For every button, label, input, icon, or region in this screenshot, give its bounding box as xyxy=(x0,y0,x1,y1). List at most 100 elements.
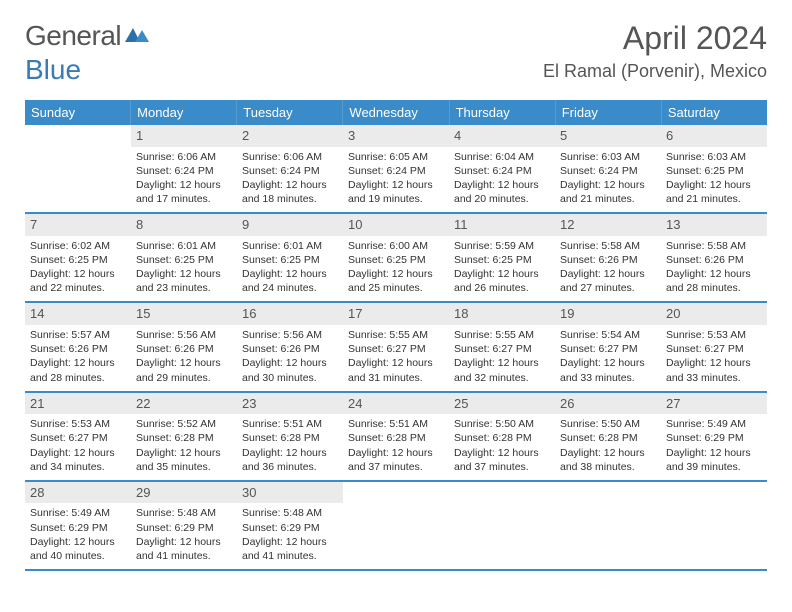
day-cell: 30Sunrise: 5:48 AMSunset: 6:29 PMDayligh… xyxy=(237,482,343,569)
sunset-text: Sunset: 6:25 PM xyxy=(348,253,444,267)
sunset-text: Sunset: 6:25 PM xyxy=(666,164,762,178)
day-cell: 6 Sunrise: 6:03 AMSunset: 6:25 PMDaylight… xyxy=(661,125,767,212)
daylight-text: Daylight: 12 hours and 24 minutes. xyxy=(242,267,338,295)
sunrise-text: Sunrise: 5:51 AM xyxy=(242,417,338,431)
sunrise-text: Sunrise: 5:53 AM xyxy=(30,417,126,431)
sunset-text: Sunset: 6:24 PM xyxy=(348,164,444,178)
sunset-text: Sunset: 6:25 PM xyxy=(454,253,550,267)
sunrise-text: Sunrise: 6:01 AM xyxy=(242,239,338,253)
day-number: 15 xyxy=(131,303,237,325)
sunset-text: Sunset: 6:28 PM xyxy=(454,431,550,445)
day-cell: 27Sunrise: 5:49 AMSunset: 6:29 PMDayligh… xyxy=(661,393,767,480)
daylight-text: Daylight: 12 hours and 37 minutes. xyxy=(348,446,444,474)
sunset-text: Sunset: 6:29 PM xyxy=(242,521,338,535)
daylight-text: Daylight: 12 hours and 33 minutes. xyxy=(666,356,762,384)
daylight-text: Daylight: 12 hours and 27 minutes. xyxy=(560,267,656,295)
day-content: Sunrise: 5:53 AMSunset: 6:27 PMDaylight:… xyxy=(666,328,762,385)
week-row: 7Sunrise: 6:02 AMSunset: 6:25 PMDaylight… xyxy=(25,214,767,303)
dow-wednesday: Wednesday xyxy=(343,100,449,125)
sunrise-text: Sunrise: 5:58 AM xyxy=(560,239,656,253)
day-cell: 20Sunrise: 5:53 AMSunset: 6:27 PMDayligh… xyxy=(661,303,767,390)
week-row: 1Sunrise: 6:06 AMSunset: 6:24 PMDaylight… xyxy=(25,125,767,214)
day-cell xyxy=(343,482,449,569)
day-number: 24 xyxy=(343,393,449,415)
sunrise-text: Sunrise: 6:05 AM xyxy=(348,150,444,164)
daylight-text: Daylight: 12 hours and 23 minutes. xyxy=(136,267,232,295)
day-cell: 9Sunrise: 6:01 AMSunset: 6:25 PMDaylight… xyxy=(237,214,343,301)
daylight-text: Daylight: 12 hours and 38 minutes. xyxy=(560,446,656,474)
day-content: Sunrise: 5:50 AMSunset: 6:28 PMDaylight:… xyxy=(560,417,656,474)
week-row: 21Sunrise: 5:53 AMSunset: 6:27 PMDayligh… xyxy=(25,393,767,482)
daylight-text: Daylight: 12 hours and 40 minutes. xyxy=(30,535,126,563)
day-cell: 19Sunrise: 5:54 AMSunset: 6:27 PMDayligh… xyxy=(555,303,661,390)
day-number: 25 xyxy=(449,393,555,415)
day-content: Sunrise: 6:01 AMSunset: 6:25 PMDaylight:… xyxy=(242,239,338,296)
sunrise-text: Sunrise: 5:56 AM xyxy=(242,328,338,342)
day-cell: 28Sunrise: 5:49 AMSunset: 6:29 PMDayligh… xyxy=(25,482,131,569)
daylight-text: Daylight: 12 hours and 33 minutes. xyxy=(560,356,656,384)
day-number: 17 xyxy=(343,303,449,325)
sunrise-text: Sunrise: 6:00 AM xyxy=(348,239,444,253)
sunrise-text: Sunrise: 5:51 AM xyxy=(348,417,444,431)
day-cell: 22Sunrise: 5:52 AMSunset: 6:28 PMDayligh… xyxy=(131,393,237,480)
day-content: Sunrise: 6:02 AMSunset: 6:25 PMDaylight:… xyxy=(30,239,126,296)
sunrise-text: Sunrise: 6:02 AM xyxy=(30,239,126,253)
day-cell xyxy=(555,482,661,569)
day-content: Sunrise: 5:56 AMSunset: 6:26 PMDaylight:… xyxy=(136,328,232,385)
sunset-text: Sunset: 6:29 PM xyxy=(30,521,126,535)
dow-tuesday: Tuesday xyxy=(237,100,343,125)
day-cell: 18 Sunrise: 5:55 AMSunset: 6:27 PMDayligh… xyxy=(449,303,555,390)
day-content: Sunrise: 5:58 AMSunset: 6:26 PMDaylight:… xyxy=(560,239,656,296)
day-cell: 23Sunrise: 5:51 AMSunset: 6:28 PMDayligh… xyxy=(237,393,343,480)
day-cell: 25Sunrise: 5:50 AMSunset: 6:28 PMDayligh… xyxy=(449,393,555,480)
week-row: 28Sunrise: 5:49 AMSunset: 6:29 PMDayligh… xyxy=(25,482,767,571)
sunset-text: Sunset: 6:28 PM xyxy=(242,431,338,445)
sunset-text: Sunset: 6:25 PM xyxy=(30,253,126,267)
daylight-text: Daylight: 12 hours and 21 minutes. xyxy=(666,178,762,206)
sunset-text: Sunset: 6:29 PM xyxy=(666,431,762,445)
day-cell: 3Sunrise: 6:05 AMSunset: 6:24 PMDaylight… xyxy=(343,125,449,212)
day-content: Sunrise: 6:01 AMSunset: 6:25 PMDaylight:… xyxy=(136,239,232,296)
day-number: 26 xyxy=(555,393,661,415)
day-content: Sunrise: 5:58 AMSunset: 6:26 PMDaylight:… xyxy=(666,239,762,296)
logo: General xyxy=(25,20,151,52)
sunrise-text: Sunrise: 5:55 AM xyxy=(348,328,444,342)
daylight-text: Daylight: 12 hours and 26 minutes. xyxy=(454,267,550,295)
daylight-text: Daylight: 12 hours and 19 minutes. xyxy=(348,178,444,206)
day-content: Sunrise: 5:50 AMSunset: 6:28 PMDaylight:… xyxy=(454,417,550,474)
sunrise-text: Sunrise: 5:57 AM xyxy=(30,328,126,342)
logo-text-general: General xyxy=(25,20,121,52)
day-content: Sunrise: 5:55 AMSunset: 6:27 PMDaylight:… xyxy=(348,328,444,385)
day-content: Sunrise: 6:03 AMSunset: 6:24 PMDaylight:… xyxy=(560,150,656,207)
day-content: Sunrise: 6:06 AMSunset: 6:24 PMDaylight:… xyxy=(242,150,338,207)
sunset-text: Sunset: 6:24 PM xyxy=(136,164,232,178)
sunset-text: Sunset: 6:27 PM xyxy=(454,342,550,356)
day-number: 23 xyxy=(237,393,343,415)
day-number: 1 xyxy=(131,125,237,147)
sunset-text: Sunset: 6:24 PM xyxy=(454,164,550,178)
sunrise-text: Sunrise: 6:03 AM xyxy=(666,150,762,164)
daylight-text: Daylight: 12 hours and 39 minutes. xyxy=(666,446,762,474)
calendar: Sunday Monday Tuesday Wednesday Thursday… xyxy=(25,100,767,571)
day-number: 16 xyxy=(237,303,343,325)
day-number: 18 xyxy=(449,303,555,325)
sunset-text: Sunset: 6:26 PM xyxy=(136,342,232,356)
daylight-text: Daylight: 12 hours and 41 minutes. xyxy=(242,535,338,563)
day-content: Sunrise: 5:48 AMSunset: 6:29 PMDaylight:… xyxy=(136,506,232,563)
sunrise-text: Sunrise: 5:54 AM xyxy=(560,328,656,342)
day-cell: 13 Sunrise: 5:58 AMSunset: 6:26 PMDayligh… xyxy=(661,214,767,301)
day-number: 6 xyxy=(661,125,767,147)
day-number: 22 xyxy=(131,393,237,415)
daylight-text: Daylight: 12 hours and 20 minutes. xyxy=(454,178,550,206)
day-number xyxy=(343,482,449,504)
sunset-text: Sunset: 6:25 PM xyxy=(242,253,338,267)
day-number: 29 xyxy=(131,482,237,504)
sunset-text: Sunset: 6:29 PM xyxy=(136,521,232,535)
header: General April 2024 El Ramal (Porvenir), … xyxy=(25,20,767,82)
day-number: 7 xyxy=(25,214,131,236)
day-content: Sunrise: 5:55 AMSunset: 6:27 PMDaylight:… xyxy=(454,328,550,385)
day-cell: 2Sunrise: 6:06 AMSunset: 6:24 PMDaylight… xyxy=(237,125,343,212)
day-cell xyxy=(661,482,767,569)
month-title: April 2024 xyxy=(543,20,767,57)
day-number: 13 xyxy=(661,214,767,236)
